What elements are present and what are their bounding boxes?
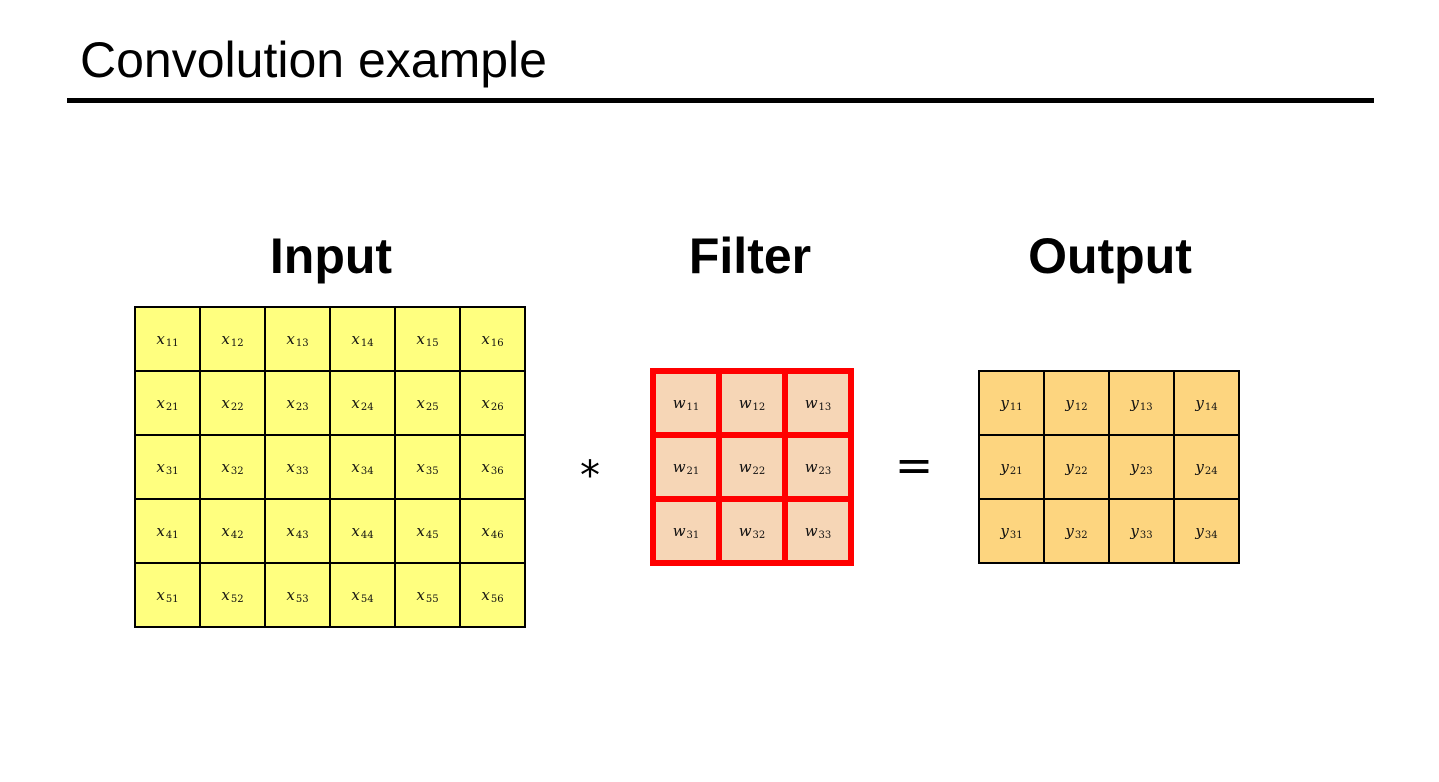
output-cell: y 22 <box>1044 435 1109 499</box>
filter-heading: Filter <box>688 228 812 284</box>
output-cell: y 31 <box>979 499 1044 563</box>
output-matrix: y 11 y 12 y 13 y 14 y 21 y 22 y 23 y 24 y 31 y 32 y 33 y 34 <box>978 370 1240 564</box>
input-cell: x 13 <box>265 307 330 371</box>
filter-cell: w 31 <box>653 499 719 563</box>
input-cell: x 23 <box>265 371 330 435</box>
input-cell: x 54 <box>330 563 395 627</box>
page-title: Convolution example <box>80 32 547 88</box>
input-cell: x 46 <box>460 499 525 563</box>
input-cell: x 36 <box>460 435 525 499</box>
input-cell: x 22 <box>200 371 265 435</box>
input-cell: x 21 <box>135 371 200 435</box>
input-cell: x 15 <box>395 307 460 371</box>
input-cell: x 42 <box>200 499 265 563</box>
filter-cell: w 23 <box>785 435 851 499</box>
filter-cell: w 33 <box>785 499 851 563</box>
input-cell: x 31 <box>135 435 200 499</box>
filter-cell: w 13 <box>785 371 851 435</box>
output-cell: y 32 <box>1044 499 1109 563</box>
input-heading: Input <box>269 228 393 284</box>
output-cell: y 21 <box>979 435 1044 499</box>
filter-matrix: w 11 w 12 w 13 w 21 w 22 w 23 w 31 w 32 w 33 <box>650 368 854 566</box>
input-cell: x 45 <box>395 499 460 563</box>
output-cell: y 24 <box>1174 435 1239 499</box>
input-cell: x 25 <box>395 371 460 435</box>
input-matrix: x 11 x 12 x 13 x 14 x 15 x 16 x 21 x 22 x 23 x 24 x 25 x 26 x 31 x… <box>134 306 526 628</box>
equals-operator: = <box>894 438 934 492</box>
input-cell: x 16 <box>460 307 525 371</box>
input-cell: x 12 <box>200 307 265 371</box>
input-cell: x 34 <box>330 435 395 499</box>
input-cell: x 33 <box>265 435 330 499</box>
input-cell: x 44 <box>330 499 395 563</box>
input-cell: x 56 <box>460 563 525 627</box>
output-cell: y 34 <box>1174 499 1239 563</box>
input-cell: x 11 <box>135 307 200 371</box>
output-cell: y 11 <box>979 371 1044 435</box>
input-cell: x 14 <box>330 307 395 371</box>
input-cell: x 26 <box>460 371 525 435</box>
input-cell: x 51 <box>135 563 200 627</box>
input-cell: x 35 <box>395 435 460 499</box>
title-divider <box>67 98 1374 103</box>
filter-cell: w 21 <box>653 435 719 499</box>
output-cell: y 13 <box>1109 371 1174 435</box>
input-cell: x 43 <box>265 499 330 563</box>
output-cell: y 12 <box>1044 371 1109 435</box>
convolution-operator: * <box>580 453 600 499</box>
filter-cell: w 11 <box>653 371 719 435</box>
input-cell: x 55 <box>395 563 460 627</box>
output-heading: Output <box>1028 228 1192 284</box>
input-cell: x 32 <box>200 435 265 499</box>
input-cell: x 24 <box>330 371 395 435</box>
input-cell: x 52 <box>200 563 265 627</box>
output-cell: y 23 <box>1109 435 1174 499</box>
filter-cell: w 32 <box>719 499 785 563</box>
input-cell: x 41 <box>135 499 200 563</box>
output-cell: y 14 <box>1174 371 1239 435</box>
input-cell: x 53 <box>265 563 330 627</box>
filter-cell: w 22 <box>719 435 785 499</box>
filter-cell: w 12 <box>719 371 785 435</box>
output-cell: y 33 <box>1109 499 1174 563</box>
